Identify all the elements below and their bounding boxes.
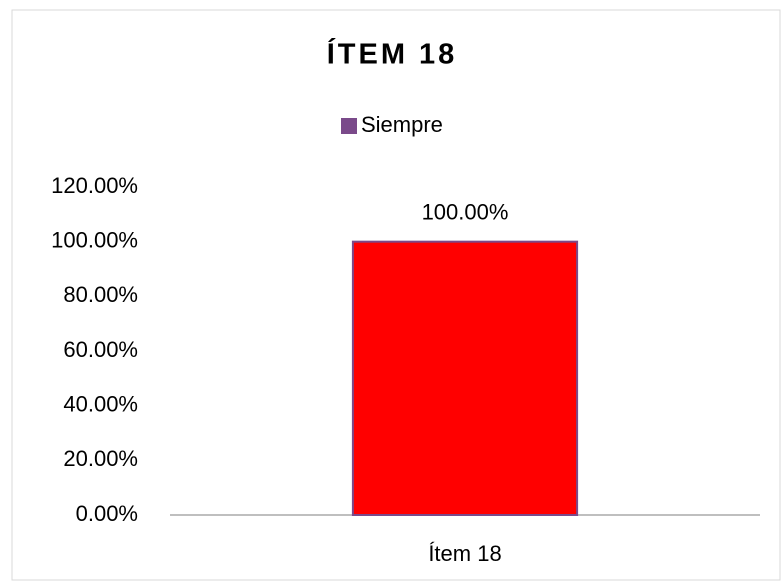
y-tick-label: 120.00% (51, 173, 138, 198)
y-tick-label: 0.00% (76, 501, 138, 526)
y-tick-label: 40.00% (63, 391, 138, 416)
value-label: 100.00% (422, 199, 509, 224)
legend-swatch (341, 118, 357, 134)
y-tick-label: 100.00% (51, 227, 138, 252)
y-tick-label: 80.00% (63, 282, 138, 307)
y-tick-label: 60.00% (63, 337, 138, 362)
x-tick-label: Ítem 18 (428, 541, 501, 566)
legend-label: Siempre (361, 112, 443, 137)
y-tick-label: 20.00% (63, 446, 138, 471)
chart-title: ÍTEM 18 (327, 37, 458, 71)
bar (351, 240, 579, 517)
